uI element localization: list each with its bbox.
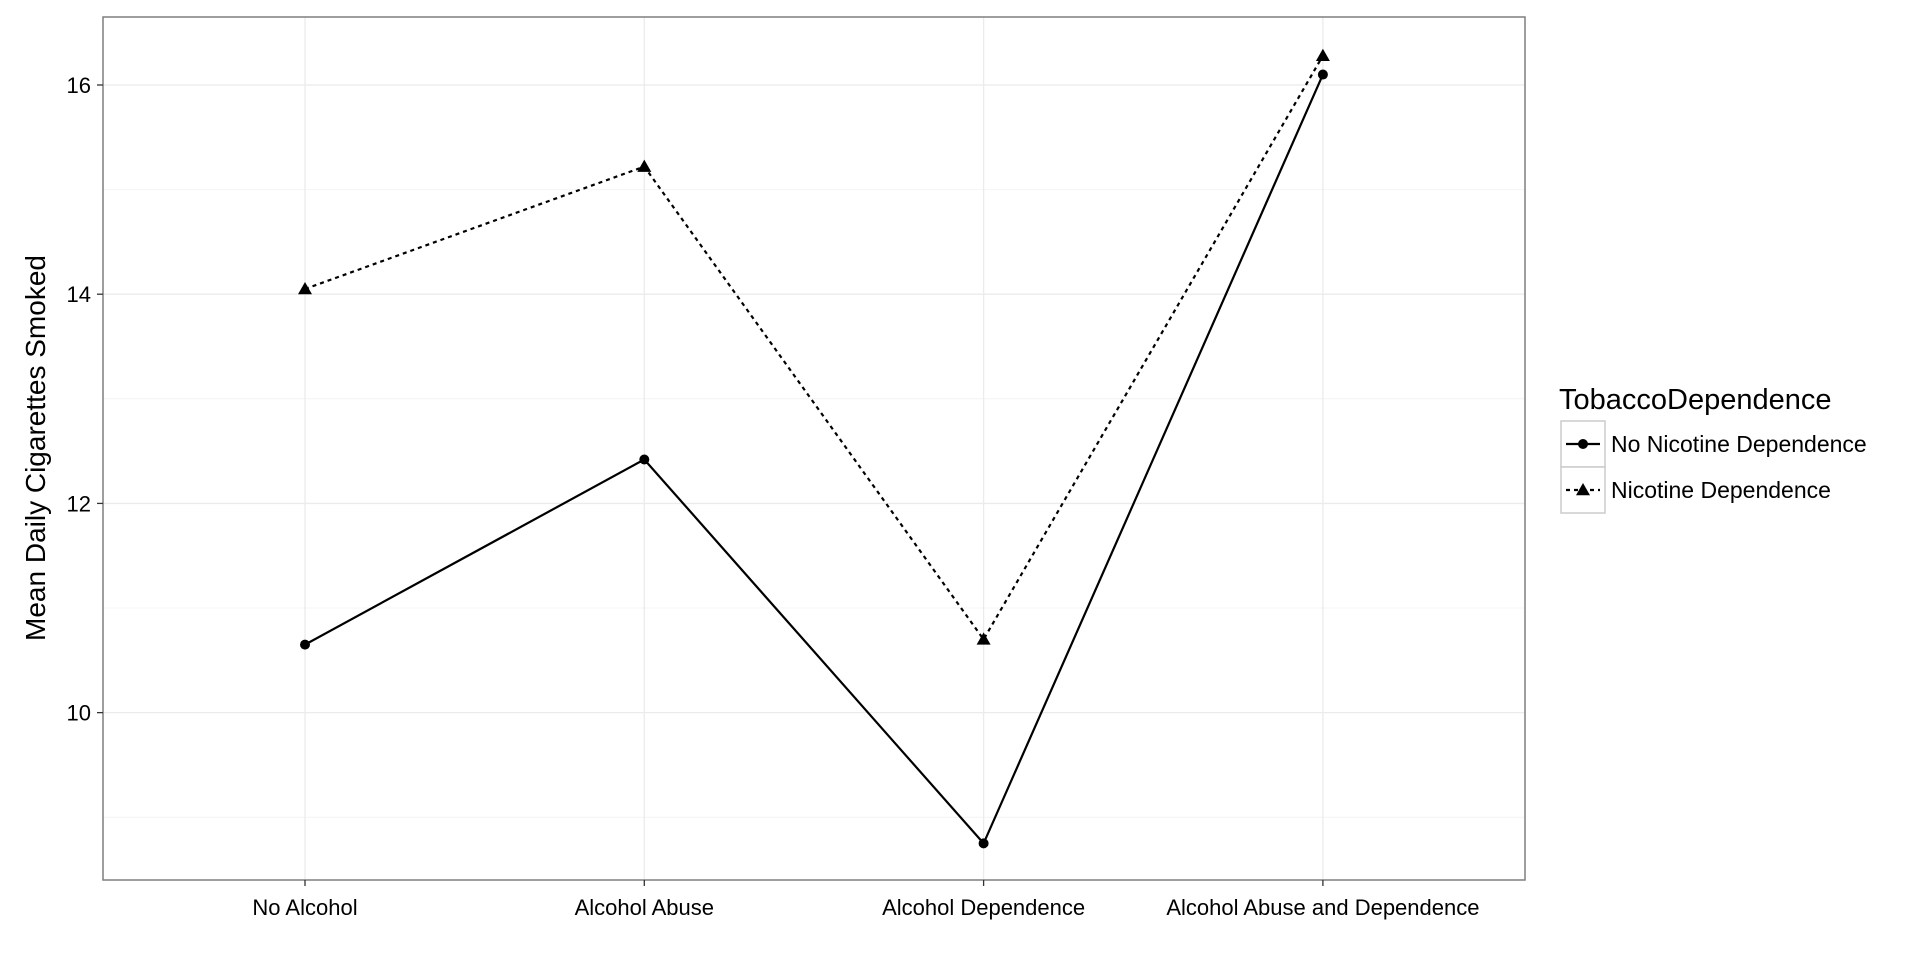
legend: TobaccoDependence No Nicotine Dependence… — [1559, 384, 1867, 514]
data-point — [637, 159, 652, 172]
legend-keys — [1560, 420, 1606, 514]
legend-label-no-nicotine-dependence: No Nicotine Dependence — [1611, 431, 1867, 457]
y-tick-label: 10 — [67, 701, 91, 726]
data-point — [1315, 48, 1330, 61]
legend-label-nicotine-dependence: Nicotine Dependence — [1611, 477, 1831, 503]
x-tick-label: Alcohol Abuse — [575, 895, 714, 920]
series-line — [304, 74, 1324, 846]
plot-panel-border — [102, 16, 1526, 881]
x-tick-label: Alcohol Dependence — [882, 895, 1085, 920]
series-nicotine-dependence — [298, 48, 1330, 645]
y-tick-label: 14 — [67, 282, 91, 307]
grid-lines — [103, 17, 1525, 880]
data-point — [300, 639, 310, 650]
series-lines — [298, 48, 1330, 849]
legend-key-marker — [1578, 439, 1588, 449]
y-axis-title: Mean Daily Cigarettes Smoked — [20, 255, 51, 641]
series-line — [304, 55, 1324, 642]
data-point — [1317, 69, 1328, 80]
data-point — [639, 454, 650, 465]
legend-title: TobaccoDependence — [1559, 384, 1831, 416]
y-axis-ticks: 10 12 14 16 — [67, 73, 103, 726]
x-tick-label: Alcohol Abuse and Dependence — [1166, 895, 1479, 920]
y-tick-label: 16 — [67, 73, 91, 98]
series-no-nicotine-dependence — [300, 69, 1328, 849]
data-point — [978, 838, 989, 849]
x-axis-ticks: No Alcohol Alcohol Abuse Alcohol Dependenc… — [252, 880, 1479, 920]
y-tick-label: 12 — [67, 491, 91, 516]
legend-key-marker — [1576, 483, 1590, 496]
x-tick-label: No Alcohol — [252, 895, 357, 920]
data-point — [298, 281, 312, 295]
data-point — [976, 632, 991, 645]
